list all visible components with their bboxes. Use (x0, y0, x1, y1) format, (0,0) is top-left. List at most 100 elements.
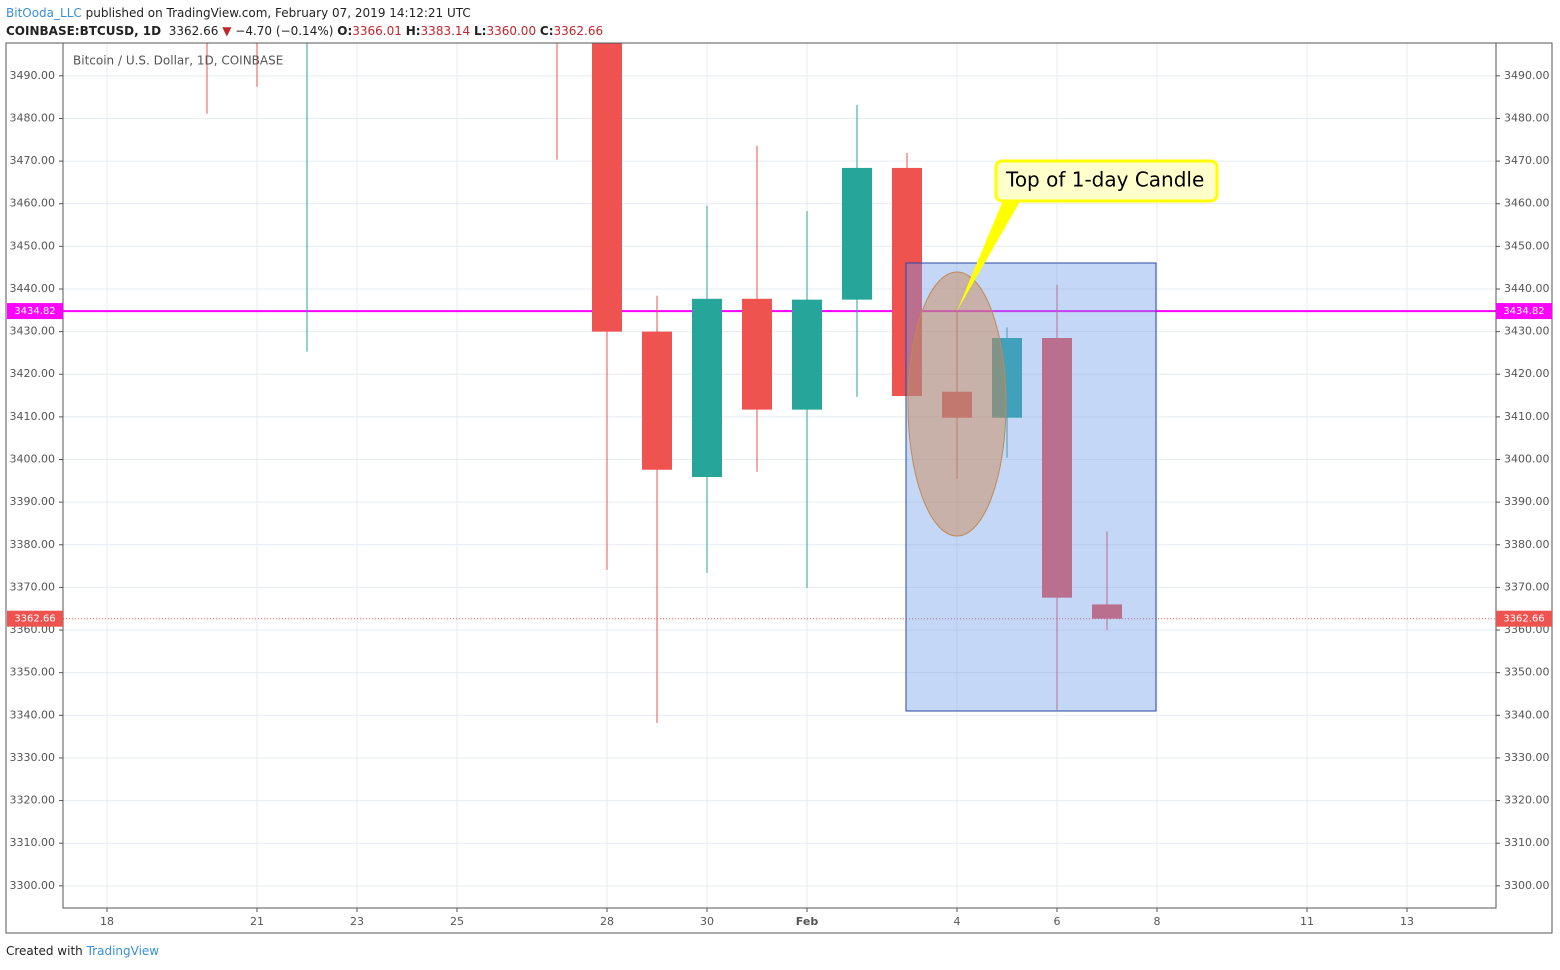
candle-body (192, 0, 222, 12)
y2-tick-label: 3320.00 (1504, 794, 1550, 807)
y2-tick-label: 3410.00 (1504, 410, 1550, 423)
y-tick-label: 3310.00 (10, 836, 56, 849)
x-tick-label: 18 (100, 915, 114, 928)
chart: Top of 1-day Candle Bitcoin / U.S. Dolla… (5, 0, 1553, 934)
h-label: H: (405, 24, 421, 38)
y2-tick-label: 3390.00 (1504, 495, 1550, 508)
y2-tick-label: 3450.00 (1504, 239, 1550, 252)
published: published on TradingView.com, February 0… (85, 6, 471, 20)
candle-body (1092, 604, 1122, 619)
drawings: Top of 1-day Candle (905, 159, 1219, 712)
outer-frame (5, 42, 1553, 934)
y2-tick-label: 3430.00 (1504, 325, 1550, 338)
candle-body (942, 391, 972, 418)
price-label-box (1496, 610, 1552, 627)
candle-body (592, 43, 622, 332)
c: 3362.66 (553, 24, 604, 38)
price-label-box (7, 303, 63, 320)
y-tick-label: 3400.00 (10, 453, 56, 466)
symbol: COINBASE:BTCUSD, 1D (6, 24, 162, 38)
x-tick-label: 30 (700, 915, 714, 928)
candle-body (992, 338, 1022, 418)
grid (63, 43, 1496, 908)
y-tick-label: 3320.00 (10, 794, 56, 807)
y-tick-label: 3490.00 (10, 69, 56, 82)
x-tick-label: 28 (600, 915, 614, 928)
y-tick-label: 3440.00 (10, 282, 56, 295)
y-tick-label: 3460.00 (10, 197, 56, 210)
x-tick-label: 4 (954, 915, 961, 928)
price-label: 3362.66 (1503, 614, 1544, 625)
y2-tick-label: 3310.00 (1504, 836, 1550, 849)
axes: Bitcoin / U.S. Dollar, 1D, COINBASE 3300… (7, 42, 1552, 928)
y-tick-label: 3380.00 (10, 538, 56, 551)
x-tick-label: 11 (1300, 915, 1314, 928)
price-label: 3434.82 (1503, 306, 1544, 317)
y-tick-label: 3340.00 (10, 708, 56, 721)
candle-body (842, 167, 872, 300)
l-label: L: (474, 24, 487, 38)
x-tick-label: 6 (1054, 915, 1061, 928)
header-line-2: COINBASE:BTCUSD, 1D 3362.66 ▼ −4.70 (−0.… (6, 22, 603, 40)
x-tick-label: 25 (450, 915, 464, 928)
highlight-ellipse[interactable] (907, 271, 1007, 537)
footer: Created with TradingView (6, 944, 159, 958)
price-label-box (7, 610, 63, 627)
candle-body (692, 298, 722, 477)
header: BitOoda_LLC published on TradingView.com… (6, 4, 603, 40)
l: 3360.00 (486, 24, 537, 38)
candle-body (892, 167, 922, 396)
author[interactable]: BitOoda_LLC (6, 6, 82, 20)
y2-tick-label: 3440.00 (1504, 282, 1550, 295)
y-tick-label: 3370.00 (10, 580, 56, 593)
down-arrow: ▼ (222, 24, 232, 38)
price-label-box (1496, 303, 1552, 320)
plot-frame (62, 42, 1497, 909)
candle-body (742, 298, 772, 410)
plot (192, 0, 1122, 723)
change: −4.70 (−0.14%) (235, 24, 334, 38)
y-tick-label: 3470.00 (10, 154, 56, 167)
y-tick-label: 3300.00 (10, 879, 56, 892)
price-label: 3434.82 (14, 306, 55, 317)
c-label: C: (539, 24, 554, 38)
y-tick-label: 3350.00 (10, 666, 56, 679)
y-tick-label: 3410.00 (10, 410, 56, 423)
o: 3366.01 (352, 24, 402, 38)
candle-body (792, 299, 822, 410)
candle-body (642, 331, 672, 470)
y2-tick-label: 3460.00 (1504, 197, 1550, 210)
y2-tick-label: 3350.00 (1504, 666, 1550, 679)
candle-body (292, 0, 322, 12)
range-rectangle[interactable] (905, 262, 1157, 712)
y2-tick-label: 3300.00 (1504, 879, 1550, 892)
h: 3383.14 (420, 24, 471, 38)
y-tick-label: 3390.00 (10, 495, 56, 508)
x-tick-label: 13 (1400, 915, 1414, 928)
candle-body (242, 0, 272, 33)
brand[interactable]: TradingView (86, 944, 160, 958)
y2-tick-label: 3490.00 (1504, 69, 1550, 82)
x-tick-label: 23 (350, 915, 364, 928)
created: Created with (6, 944, 83, 958)
y2-tick-label: 3330.00 (1504, 751, 1550, 764)
candle-body (1042, 338, 1072, 598)
y-tick-label: 3450.00 (10, 239, 56, 252)
y-tick-label: 3420.00 (10, 367, 56, 380)
legend-text: Bitcoin / U.S. Dollar, 1D, COINBASE (73, 54, 283, 68)
y2-tick-label: 3400.00 (1504, 453, 1550, 466)
y2-tick-label: 3470.00 (1504, 154, 1550, 167)
y2-tick-label: 3340.00 (1504, 708, 1550, 721)
callout-box[interactable] (994, 159, 1219, 203)
o-label: O: (337, 24, 353, 38)
y2-tick-label: 3420.00 (1504, 367, 1550, 380)
y-tick-label: 3330.00 (10, 751, 56, 764)
x-tick-label: 8 (1154, 915, 1161, 928)
x-tick-label: Feb (796, 915, 819, 928)
last: 3362.66 (168, 24, 219, 38)
x-tick-label: 21 (250, 915, 264, 928)
callout-pointer (957, 198, 1022, 311)
callout-text: Top of 1-day Candle (1005, 168, 1204, 192)
y2-tick-label: 3380.00 (1504, 538, 1550, 551)
